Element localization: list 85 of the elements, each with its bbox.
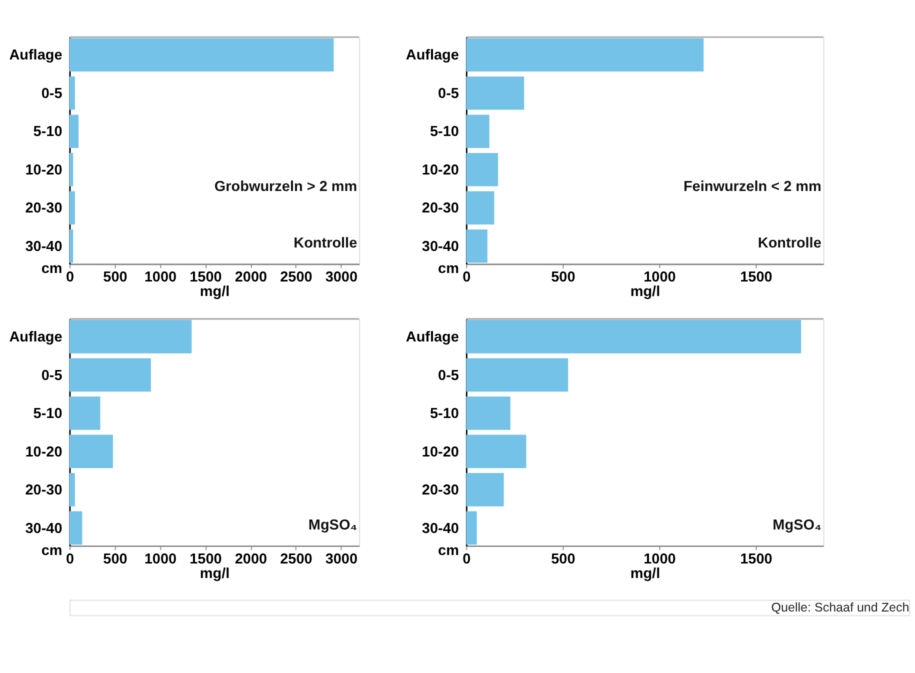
x-tick-label: 1500 [740, 552, 772, 568]
bar [466, 229, 488, 263]
x-axis-title: mg/l [630, 566, 660, 582]
y-tick-label: 30-40 [422, 238, 459, 255]
bar [466, 511, 477, 545]
y-tick-label: 10-20 [25, 444, 62, 460]
y-axis-title: cm [41, 542, 62, 559]
y-tick-label: 5-10 [430, 406, 459, 422]
bar [69, 473, 75, 506]
annotation: Kontrolle [758, 235, 822, 252]
x-tick-label: 1000 [144, 270, 177, 286]
y-tick-label: 5-10 [33, 124, 62, 140]
y-axis-title: cm [41, 261, 62, 278]
bar [466, 38, 704, 72]
x-tick-label: 0 [66, 270, 74, 286]
bar [69, 76, 75, 110]
x-tick-label: 1500 [740, 270, 772, 286]
x-tick-label: 1000 [644, 552, 676, 568]
x-axis-title: mg/l [200, 284, 230, 300]
x-tick-label: 2500 [280, 270, 312, 286]
x-tick-label: 1000 [644, 270, 676, 286]
x-tick-label: 1500 [190, 270, 222, 286]
x-tick-label: 500 [103, 270, 128, 286]
y-tick-label: 0-5 [438, 86, 459, 102]
bar [69, 320, 192, 354]
y-tick-label: 30-40 [25, 520, 62, 537]
y-tick-label: 10-20 [422, 162, 459, 178]
bar [69, 229, 74, 263]
x-tick-label: 500 [103, 552, 128, 568]
bar [466, 473, 504, 506]
y-tick-label: Auflage [406, 330, 459, 346]
x-tick-label: 2000 [234, 270, 268, 286]
annotation: Feinwurzeln < 2 mm [683, 178, 822, 195]
annotation: MgSO₄ [308, 517, 358, 534]
bar [69, 434, 113, 468]
x-tick-label: 500 [551, 552, 576, 568]
y-tick-label: 10-20 [422, 444, 459, 460]
bar [466, 358, 568, 392]
bar [69, 396, 100, 430]
x-tick-label: 3000 [325, 552, 358, 568]
y-tick-label: 10-20 [25, 162, 62, 178]
bar [69, 152, 74, 186]
y-tick-label: 20-30 [422, 200, 459, 217]
source-note: Quelle: Schaaf und Zech [771, 600, 910, 614]
bar [466, 320, 802, 354]
bar [466, 434, 526, 468]
x-tick-label: 0 [462, 270, 471, 286]
y-axis-title: cm [438, 261, 459, 278]
x-tick-label: 3000 [325, 270, 358, 286]
bar [466, 76, 524, 110]
y-tick-label: 0-5 [41, 86, 62, 102]
bar [466, 396, 510, 430]
x-tick-label: 2500 [280, 552, 312, 568]
y-tick-label: Auflage [9, 330, 62, 346]
bar [466, 152, 498, 186]
x-axis-title: mg/l [630, 284, 660, 300]
annotation: Kontrolle [294, 235, 358, 252]
y-tick-label: Auflage [9, 48, 62, 64]
x-tick-label: 500 [551, 270, 576, 286]
bar [69, 191, 75, 224]
bar [466, 114, 490, 148]
x-tick-label: 2000 [234, 552, 268, 568]
x-tick-label: 0 [462, 552, 471, 568]
y-axis-title: cm [438, 542, 459, 559]
y-tick-label: 5-10 [33, 406, 62, 422]
y-tick-label: 30-40 [25, 238, 62, 255]
x-tick-label: 1500 [190, 552, 222, 568]
bar [69, 358, 151, 392]
y-tick-label: 20-30 [422, 482, 459, 499]
y-tick-label: 0-5 [41, 368, 62, 384]
annotation: MgSO₄ [772, 517, 822, 534]
y-tick-label: Auflage [406, 48, 459, 64]
annotation: Grobwurzeln > 2 mm [214, 178, 358, 195]
x-tick-label: 1000 [144, 552, 177, 568]
y-tick-label: 0-5 [438, 368, 459, 384]
x-axis-title: mg/l [200, 566, 230, 582]
y-tick-label: 30-40 [422, 520, 459, 537]
x-tick-label: 0 [66, 552, 74, 568]
y-tick-label: 5-10 [430, 124, 459, 140]
bar [466, 191, 494, 224]
y-tick-label: 20-30 [25, 200, 62, 217]
y-tick-label: 20-30 [25, 482, 62, 499]
bar [69, 511, 82, 545]
bar [69, 114, 79, 148]
bar [69, 38, 334, 72]
